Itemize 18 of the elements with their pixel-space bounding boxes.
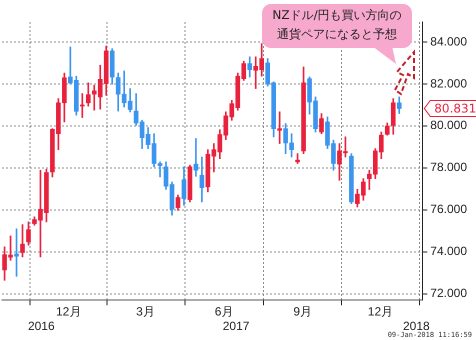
x-tick-label: 12月 [368,304,394,319]
y-tick-label: 76.000 [430,202,468,216]
x2-tick-label: 2017 [222,319,250,334]
x-tick-label: 3月 [136,304,155,319]
y-tick-label: 78.000 [430,160,468,174]
y-tick-label: 72.000 [430,286,468,300]
x-tick-label: 12月 [56,304,82,319]
text: 80.831 [434,102,476,116]
y-tick-label: 80.000 [430,118,468,132]
x2-tick-label: 2016 [28,319,55,334]
y-tick-label: 74.000 [430,244,468,258]
x-tick-label: 6月 [214,304,234,319]
annotation: NZドル/円も買い方向の通貨ペアになると予想 [271,7,403,43]
candlestick [14,228,19,277]
candlestick [295,153,300,164]
y-tick-label: 84.000 [430,34,468,48]
y-tick-label: 82.000 [430,76,468,90]
x-tick-label: 9月 [293,304,312,319]
